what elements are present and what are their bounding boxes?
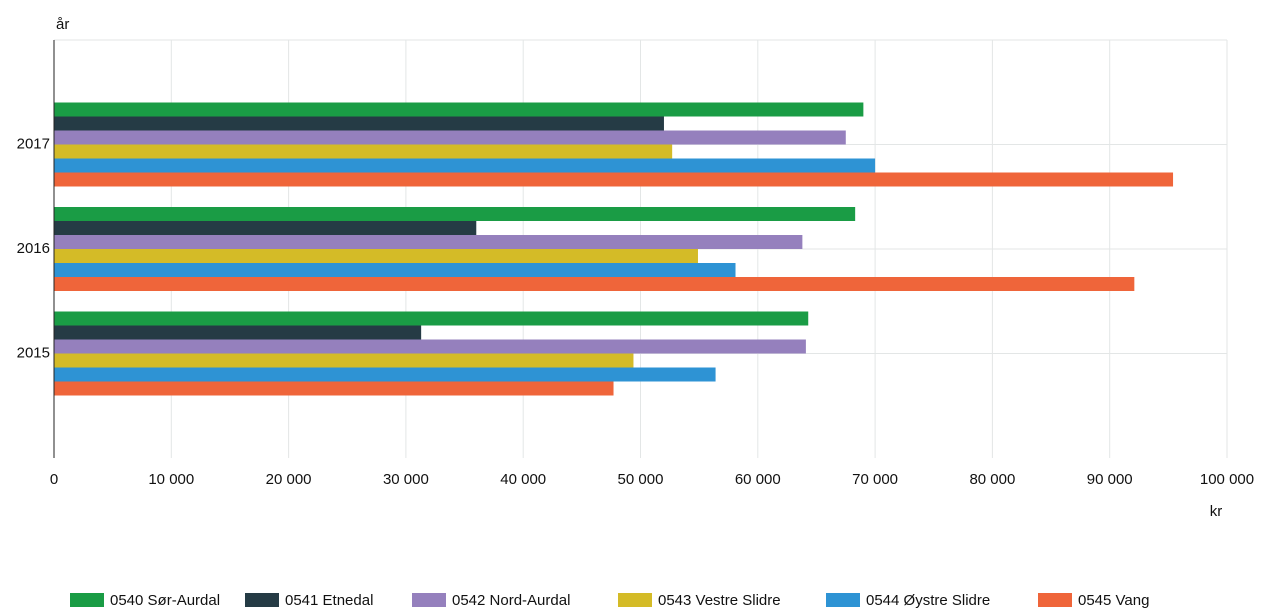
legend-label: 0543 Vestre Slidre: [658, 592, 781, 609]
bar: [54, 353, 634, 368]
x-tick-label: 80 000: [969, 471, 1015, 488]
bar: [54, 116, 664, 131]
x-tick-label: 90 000: [1087, 471, 1133, 488]
legend-swatch: [826, 593, 860, 607]
x-tick-label: 20 000: [266, 471, 312, 488]
x-axis-label: kr: [1210, 503, 1223, 520]
x-tick-label: 10 000: [148, 471, 194, 488]
x-tick-label: 0: [50, 471, 58, 488]
bar: [54, 144, 673, 159]
bar: [54, 311, 809, 326]
x-tick-label: 100 000: [1200, 471, 1254, 488]
bar: [54, 172, 1174, 187]
y-axis-label: år: [56, 16, 69, 33]
bar: [54, 325, 422, 340]
x-tick-label: 70 000: [852, 471, 898, 488]
bar: [54, 249, 698, 263]
legend-swatch: [245, 593, 279, 607]
bar: [54, 158, 876, 173]
legend-swatch: [1038, 593, 1072, 607]
bar: [54, 235, 803, 249]
legend-label: 0544 Øystre Slidre: [866, 592, 990, 609]
legend-label: 0541 Etnedal: [285, 592, 373, 609]
bar: [54, 277, 1135, 291]
y-tick-label: 2015: [17, 344, 50, 361]
bar: [54, 102, 864, 117]
bar: [54, 339, 806, 354]
legend-swatch: [412, 593, 446, 607]
bar: [54, 207, 856, 221]
legend-swatch: [70, 593, 104, 607]
y-tick-label: 2017: [17, 135, 50, 152]
bar: [54, 130, 846, 145]
bar: [54, 367, 716, 382]
y-tick-label: 2016: [17, 240, 50, 257]
x-tick-label: 60 000: [735, 471, 781, 488]
bar: [54, 381, 614, 396]
legend-label: 0540 Sør-Aurdal: [110, 592, 220, 609]
bar: [54, 221, 477, 235]
x-tick-label: 40 000: [500, 471, 546, 488]
legend-label: 0542 Nord-Aurdal: [452, 592, 570, 609]
x-tick-label: 50 000: [618, 471, 664, 488]
x-tick-label: 30 000: [383, 471, 429, 488]
legend-label: 0545 Vang: [1078, 592, 1149, 609]
legend-swatch: [618, 593, 652, 607]
bar: [54, 263, 736, 277]
